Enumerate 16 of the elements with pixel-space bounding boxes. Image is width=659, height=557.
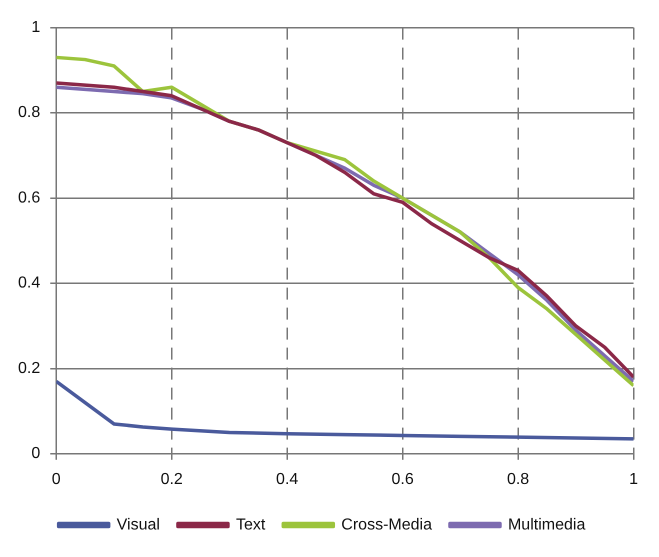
y-tick-label: 0 [31,445,40,462]
x-tick-label: 0.6 [392,470,414,488]
x-tick-label: 1 [629,470,638,488]
y-tick-label: 0.4 [18,274,40,292]
x-tick-label: 0.4 [276,470,298,488]
y-tick-label: 0.6 [18,189,40,206]
legend-label: Visual [116,516,160,534]
y-tick-label: 0.8 [18,104,40,122]
x-tick-label: 0.8 [506,470,530,488]
legend-label: Text [236,516,266,534]
x-tick-label: 0.2 [160,470,183,488]
x-tick-label: 0 [52,470,61,488]
legend-label: Multimedia [508,516,586,534]
legend-label: Cross-Media [341,516,432,534]
y-tick-label: 0.2 [18,360,40,377]
y-tick-label: 1 [31,19,40,36]
